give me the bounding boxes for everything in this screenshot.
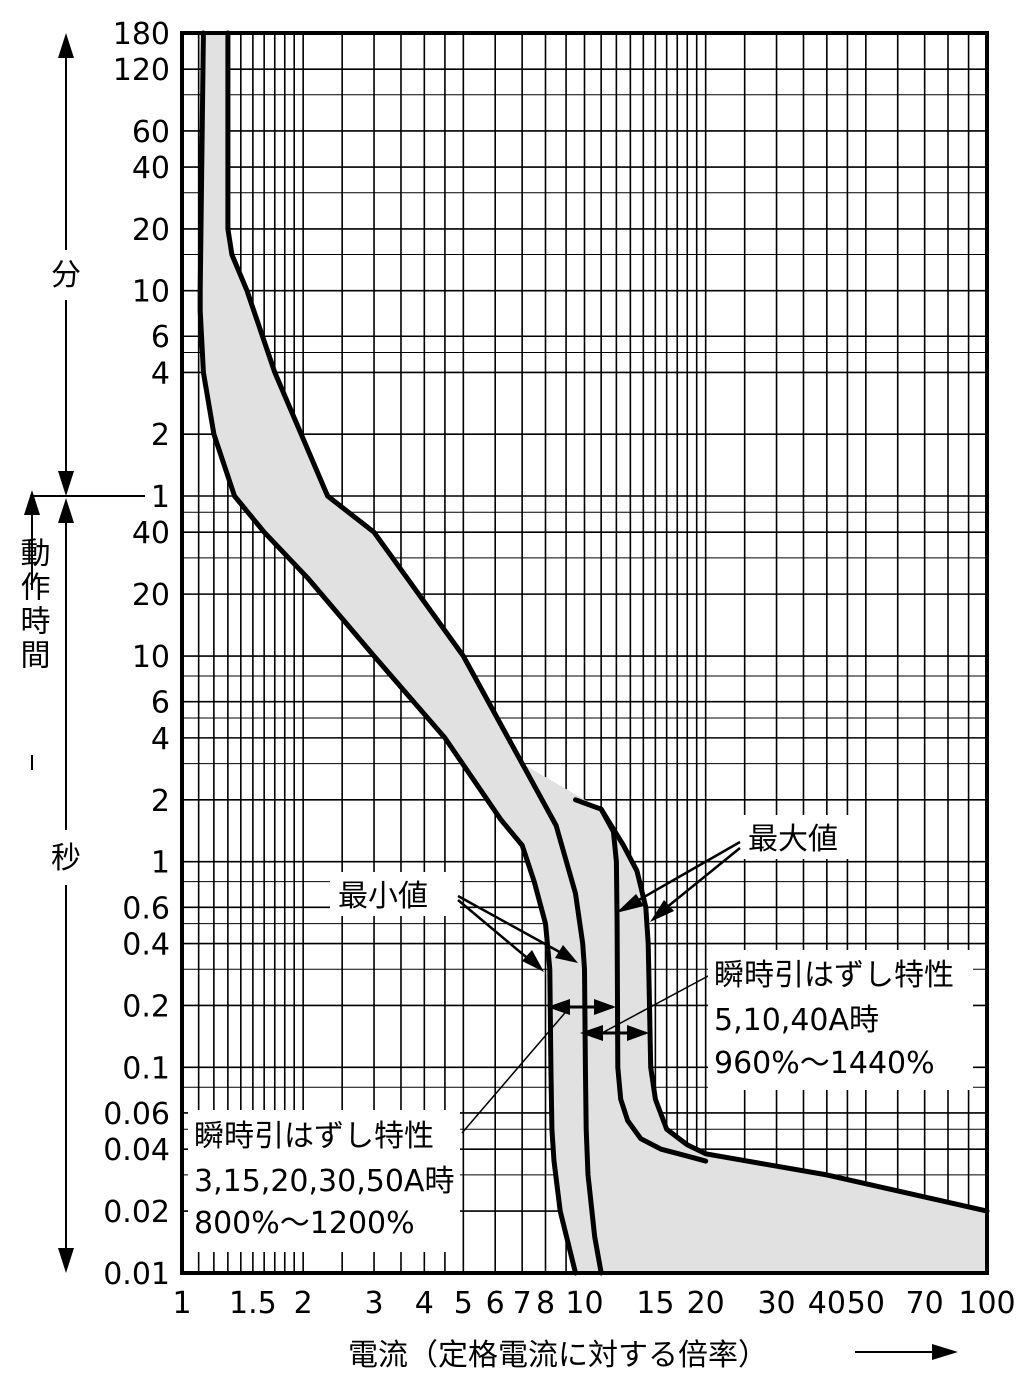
y-tick-label: 0.6 <box>122 891 170 926</box>
curve-4 <box>598 806 990 1214</box>
y-tick-label: 0.06 <box>103 1097 170 1132</box>
y-tick-label: 0.02 <box>103 1195 170 1230</box>
x-tick-label: 4 <box>415 1286 434 1321</box>
x-axis-title-arrow-head <box>932 1344 958 1360</box>
min-label-box <box>330 872 460 916</box>
range-arrow-b-head-left <box>580 1025 603 1041</box>
note-b-leader-line <box>461 1006 571 1134</box>
x-tick-label: 8 <box>536 1286 555 1321</box>
x-tick-label: 50 <box>847 1286 885 1321</box>
range-arrow-a-head-left <box>547 999 570 1015</box>
curve-1 <box>197 30 578 1276</box>
y-unit-seconds: 秒 <box>51 841 81 876</box>
y-tick-label: 20 <box>132 578 170 613</box>
x-tick-label: 1 <box>172 1286 191 1321</box>
note-a-title: 瞬時引はずし特性 <box>714 958 954 993</box>
max-arrow-1-line <box>629 840 741 907</box>
note-a-line3: 960%～1440% <box>714 1046 935 1081</box>
y-tick-label: 40 <box>132 151 170 186</box>
x-tick-label: 1.5 <box>229 1286 277 1321</box>
plot-frame <box>180 31 989 1275</box>
y-tick-label: 0.4 <box>122 928 170 963</box>
operating-band <box>200 33 987 1273</box>
note-a-line2: 5,10,40A時 <box>714 1003 879 1038</box>
y-tick-label: 20 <box>132 213 170 248</box>
x-tick-label: 10 <box>565 1286 603 1321</box>
x-tick-label: 20 <box>687 1286 725 1321</box>
note-b-box <box>188 1110 460 1252</box>
y-tick-label: 0.04 <box>103 1133 170 1168</box>
ylabel-arrow-up <box>24 490 40 515</box>
min-label: 最小値 <box>338 879 428 914</box>
y-tick-label: 180 <box>113 17 170 52</box>
y-tick-label: 6 <box>151 320 170 355</box>
min-arrow-2-line <box>457 894 566 957</box>
y-tick-label: 0.2 <box>122 989 170 1024</box>
max-label-box <box>740 815 862 859</box>
minutes-arrow-up <box>58 33 74 58</box>
range-arrow-b-head-right <box>627 1025 649 1041</box>
min-arrow-2-head <box>555 945 578 963</box>
y-tick-label: 1 <box>151 846 170 881</box>
x-axis-title-group: 電流（定格電流に対する倍率） <box>348 1338 958 1373</box>
max-arrow-2-head <box>650 900 674 922</box>
y-tick-label: 10 <box>132 275 170 310</box>
x-tick-label: 100 <box>958 1286 1015 1321</box>
note-b-line2: 3,15,20,30,50A時 <box>194 1164 454 1199</box>
min-arrow-1-head <box>522 950 544 972</box>
y-tick-label: 120 <box>113 53 170 88</box>
x-axis-title: 電流（定格電流に対する倍率） <box>348 1338 768 1373</box>
minutes-arrow-down <box>58 471 74 496</box>
y-tick-label: 40 <box>132 516 170 551</box>
y-tick-label: 1 <box>151 480 170 515</box>
max-arrow-2-line <box>660 847 741 913</box>
y-tick-label: 4 <box>151 722 170 757</box>
y-tick-label: 6 <box>151 686 170 721</box>
x-tick-label: 2 <box>294 1286 313 1321</box>
band-fill <box>200 33 987 1273</box>
max-label: 最大値 <box>748 822 838 857</box>
x-tick-label: 5 <box>454 1286 473 1321</box>
y-tick-label: 0.01 <box>103 1257 170 1292</box>
x-tick-label: 70 <box>906 1286 944 1321</box>
curve-2 <box>225 30 604 1276</box>
note-a-box <box>708 950 973 1090</box>
x-tick-label: 15 <box>636 1286 674 1321</box>
note-b-title: 瞬時引はずし特性 <box>194 1119 434 1154</box>
y-tick-labels: 0.010.020.040.060.10.20.40.6124610204012… <box>103 17 170 1292</box>
y-tick-label: 4 <box>151 356 170 391</box>
y-tick-label: 0.1 <box>122 1051 170 1086</box>
x-tick-label: 6 <box>486 1286 505 1321</box>
y-tick-label: 10 <box>132 640 170 675</box>
y-tick-label: 2 <box>151 418 170 453</box>
curves <box>197 30 990 1276</box>
seconds-arrow-down <box>58 1248 74 1273</box>
y-unit-minutes: 分 <box>51 258 81 293</box>
seconds-arrow-up <box>58 498 74 523</box>
note-a-leader-line <box>601 974 711 1034</box>
y-tick-label: 2 <box>151 784 170 819</box>
x-tick-labels: 1 1.5 2 3 4 5 6 7 8 10 15 20 30 40 50 70 100 <box>172 1286 1015 1321</box>
y-axis-label-group: 分 秒 動作時間 <box>15 33 145 1273</box>
x-tick-label: 30 <box>757 1286 795 1321</box>
x-tick-label: 40 <box>808 1286 846 1321</box>
note-b-line3: 800%～1200% <box>194 1206 415 1241</box>
min-arrow-1-line <box>457 899 533 963</box>
max-arrow-1-head <box>616 894 644 913</box>
range-arrow-a-head-right <box>594 999 616 1015</box>
x-tick-label: 3 <box>364 1286 383 1321</box>
x-tick-label: 7 <box>513 1286 532 1321</box>
annotations: 最大値 最小値 瞬時引はずし特性 5,10,40A時 960%～1440% 瞬時… <box>188 815 973 1252</box>
y-tick-label: 60 <box>132 115 170 150</box>
y-axis-title: 動作時間 <box>15 537 50 673</box>
